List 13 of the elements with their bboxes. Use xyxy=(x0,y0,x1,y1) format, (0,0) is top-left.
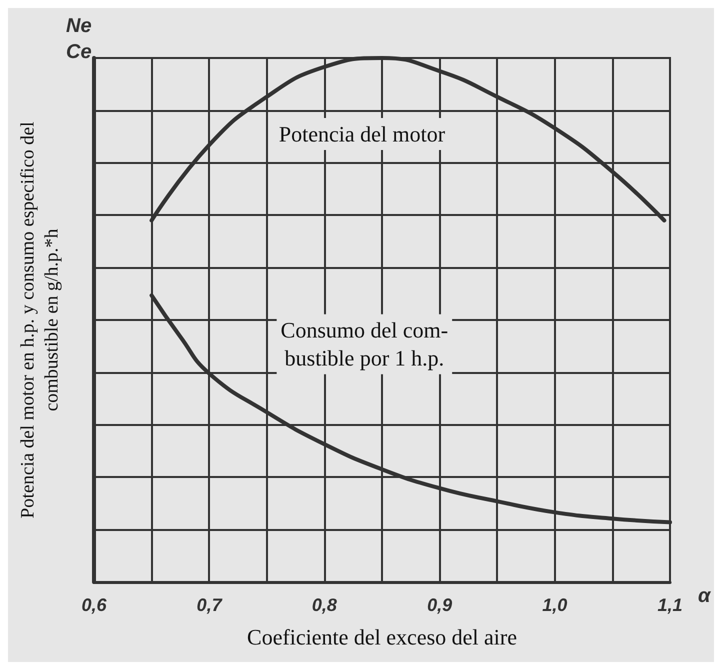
series-label: Potencia del motor xyxy=(278,122,446,146)
x-tick-label: 1,1 xyxy=(657,595,683,615)
y-axis-title: Potencia del motor en h.p. y consumo especifico del combustible en g/h.p.*h xyxy=(18,122,62,518)
x-axis-title: Coeficiente del exceso del aire xyxy=(247,624,517,650)
text: Ne xyxy=(66,15,92,37)
text: α xyxy=(698,585,712,607)
x-tick-label: 0,7 xyxy=(196,595,223,615)
text: Ce xyxy=(66,41,92,63)
x-tick-label: 0,6 xyxy=(81,595,108,615)
x-tick-label: 1,0 xyxy=(542,595,568,615)
series-label: Consumo del com- bustible por 1 h.p. xyxy=(280,318,448,371)
x-tick-label: 0,9 xyxy=(427,595,452,615)
x-tick-label: 0,8 xyxy=(312,595,337,615)
